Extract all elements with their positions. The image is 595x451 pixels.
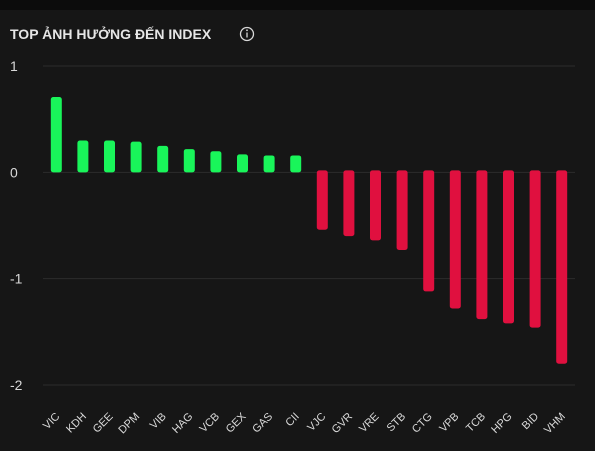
bar: [423, 170, 435, 292]
x-tick-label: TCB: [464, 411, 488, 435]
bar: [396, 170, 408, 250]
bar: [130, 141, 142, 173]
bar: [50, 96, 62, 173]
y-tick-label: 1: [10, 58, 18, 74]
x-tick-label: VHM: [542, 411, 568, 437]
y-tick-label: -2: [10, 377, 23, 393]
chart-title: TOP ẢNH HƯỞNG ĐẾN INDEX: [10, 25, 212, 42]
x-tick-label: HAG: [170, 411, 195, 436]
bar: [370, 170, 381, 241]
x-tick-label: VRE: [357, 411, 381, 435]
x-tick-label: CII: [283, 411, 301, 429]
bar: [449, 170, 461, 309]
x-tick-label: DPM: [116, 411, 142, 437]
info-icon[interactable]: [239, 26, 255, 42]
x-tick-label: GAS: [250, 411, 275, 436]
bar: [237, 154, 248, 173]
x-tick-label: STB: [385, 411, 409, 435]
bar: [290, 155, 302, 173]
x-tick-label: HPG: [489, 411, 514, 436]
x-tick-label: VIB: [148, 411, 169, 432]
bar: [263, 155, 275, 173]
x-tick-label: GEX: [224, 410, 249, 435]
x-tick-label: GVR: [330, 411, 355, 436]
bar: [503, 170, 514, 324]
bar: [157, 145, 169, 173]
y-tick-label: -1: [10, 271, 23, 287]
bar: [210, 151, 222, 173]
bar: [476, 170, 488, 320]
x-tick-label: VPB: [437, 411, 461, 435]
top-strip: [0, 0, 595, 10]
bar: [183, 149, 195, 173]
bar: [343, 170, 355, 237]
x-tick-label: GEE: [91, 411, 116, 436]
bar: [316, 170, 328, 230]
x-tick-label: VIC: [41, 411, 62, 432]
x-tick-label: BID: [520, 411, 541, 432]
bar: [556, 170, 568, 364]
bar: [529, 170, 541, 328]
x-tick-label: VCB: [198, 411, 222, 435]
bar: [104, 140, 115, 173]
x-tick-label: CTG: [410, 411, 435, 436]
bar: [77, 140, 89, 173]
y-tick-label: 0: [10, 164, 18, 180]
x-tick-label: VJC: [305, 411, 328, 434]
x-tick-label: KDH: [64, 411, 89, 436]
